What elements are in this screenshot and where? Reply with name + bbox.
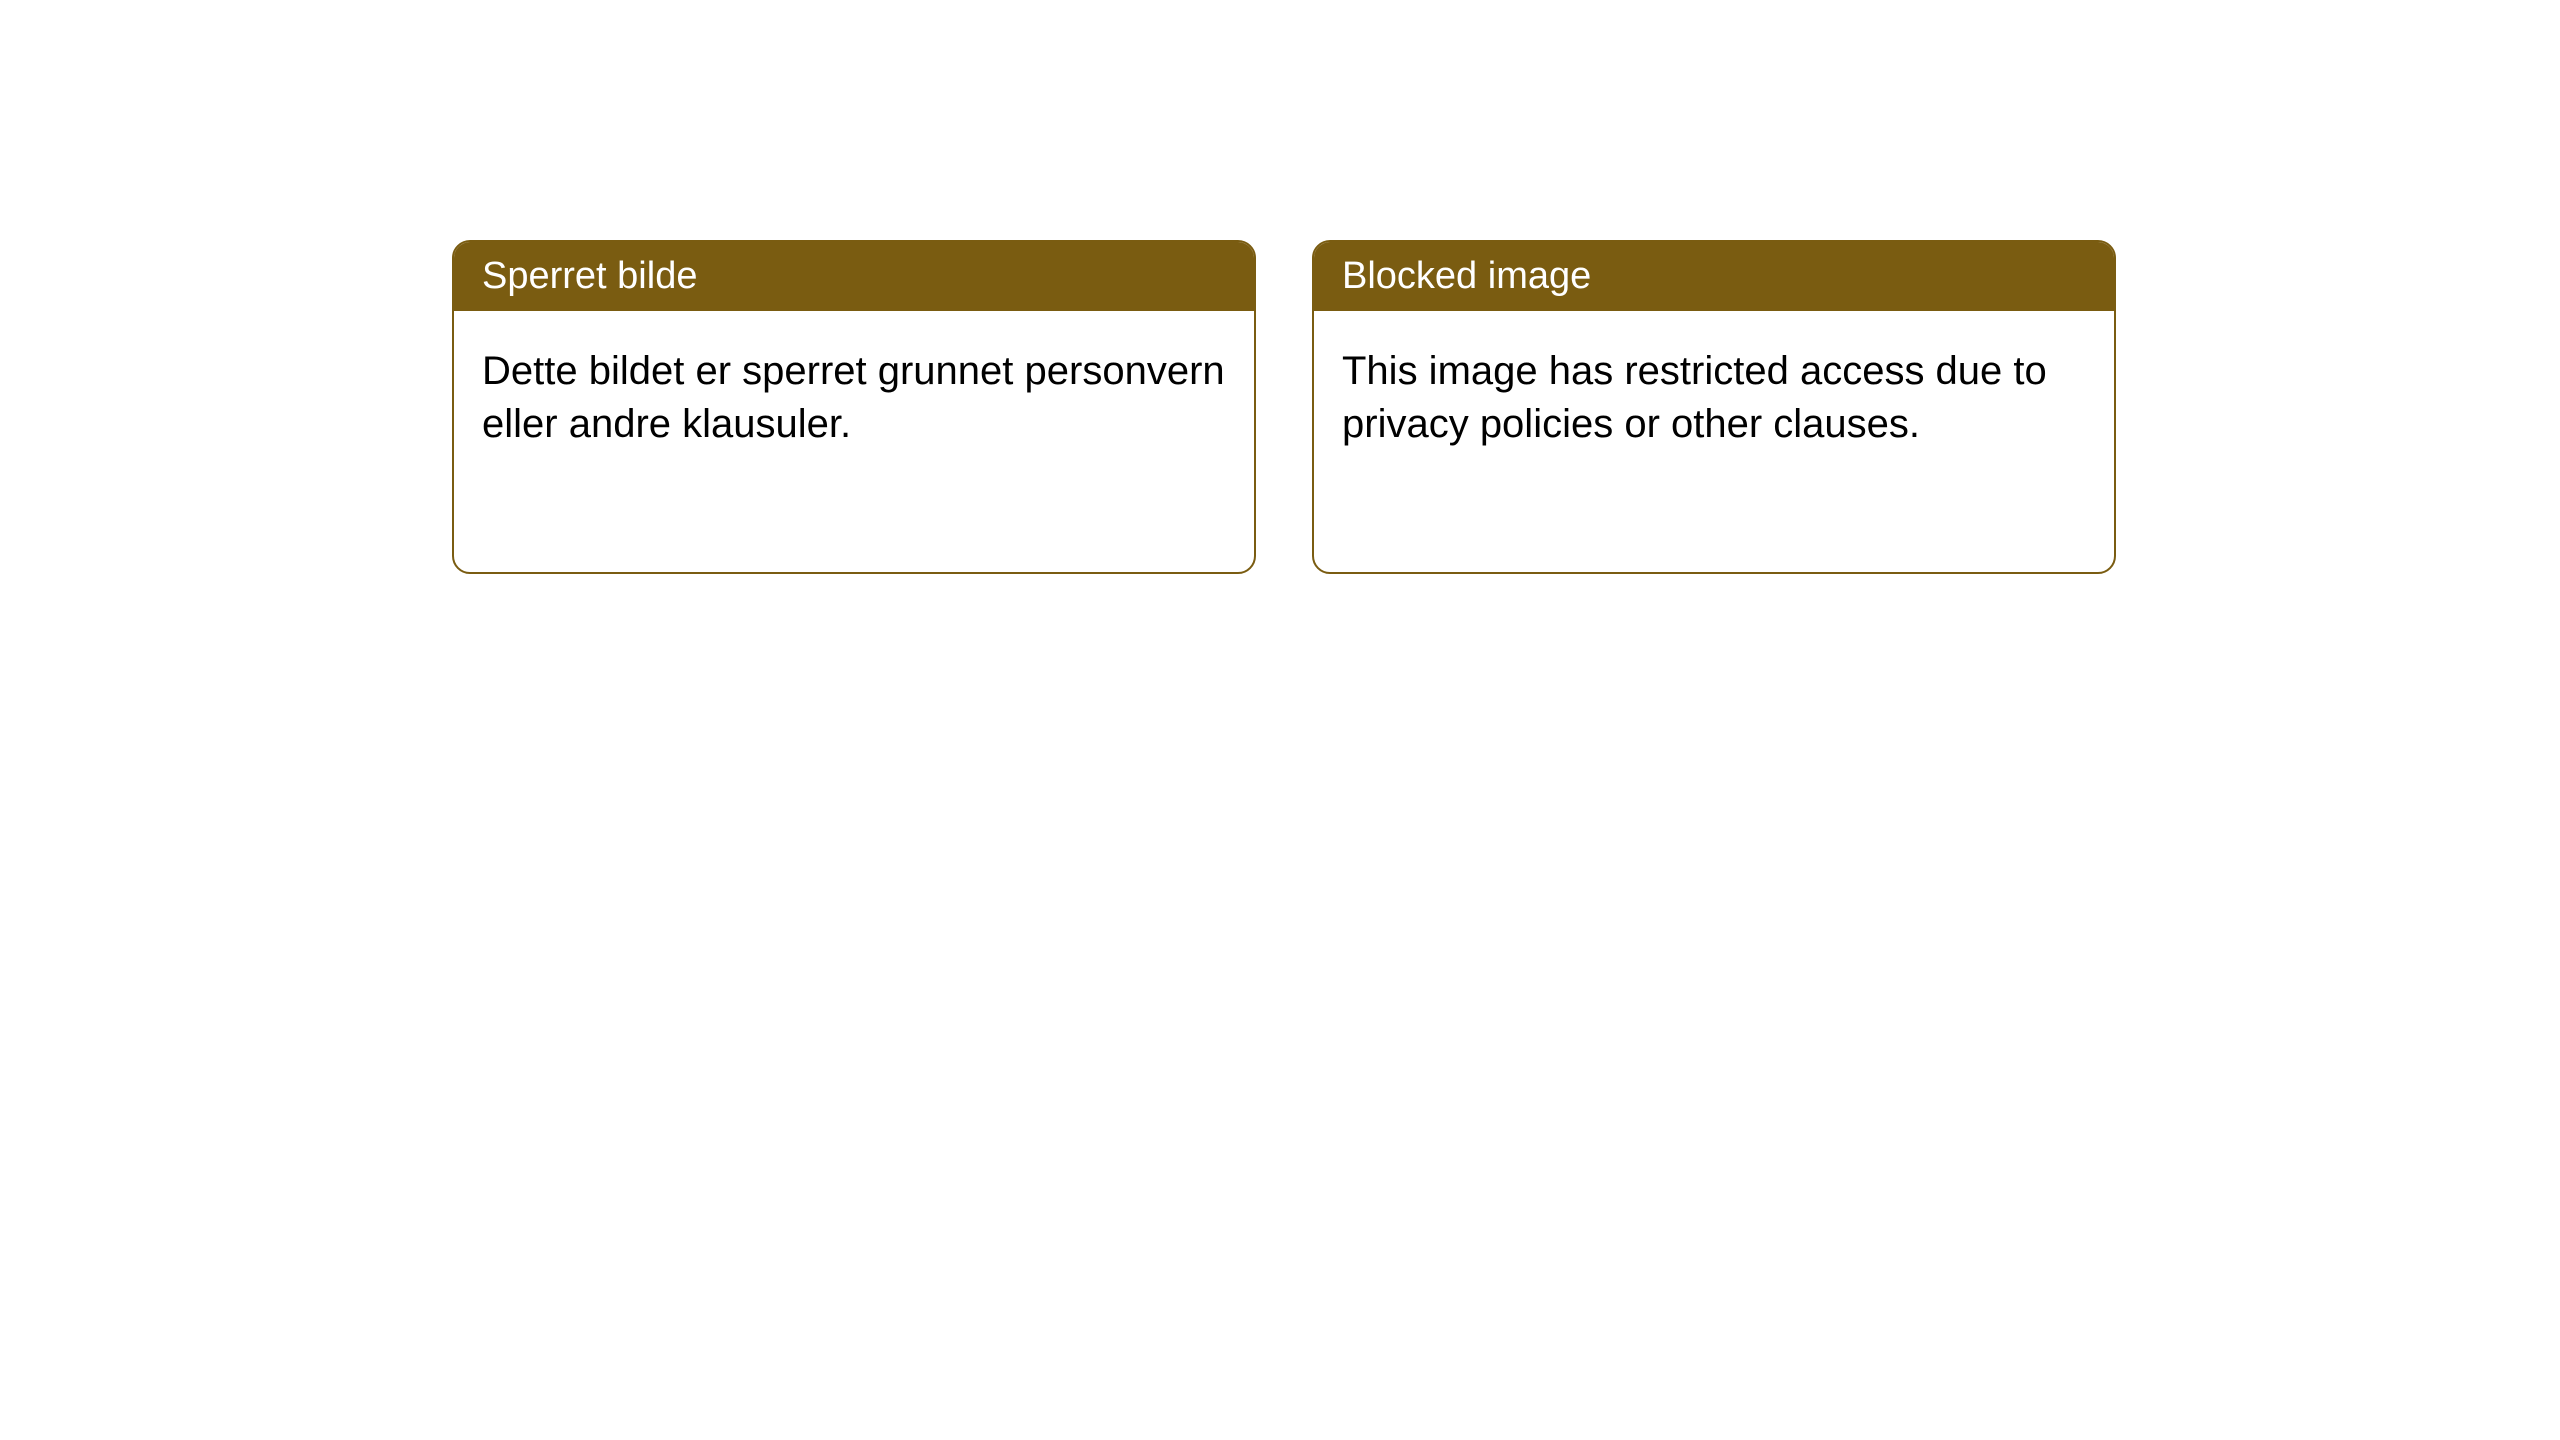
notice-header: Sperret bilde (454, 242, 1254, 311)
notice-header: Blocked image (1314, 242, 2114, 311)
notice-title: Blocked image (1342, 255, 1591, 297)
notice-card-norwegian: Sperret bilde Dette bildet er sperret gr… (452, 240, 1256, 574)
notice-body-text: This image has restricted access due to … (1342, 349, 2047, 446)
notice-title: Sperret bilde (482, 255, 697, 297)
notice-body: This image has restricted access due to … (1314, 311, 2114, 485)
notice-container: Sperret bilde Dette bildet er sperret gr… (0, 0, 2560, 574)
notice-card-english: Blocked image This image has restricted … (1312, 240, 2116, 574)
notice-body: Dette bildet er sperret grunnet personve… (454, 311, 1254, 485)
notice-body-text: Dette bildet er sperret grunnet personve… (482, 349, 1225, 446)
